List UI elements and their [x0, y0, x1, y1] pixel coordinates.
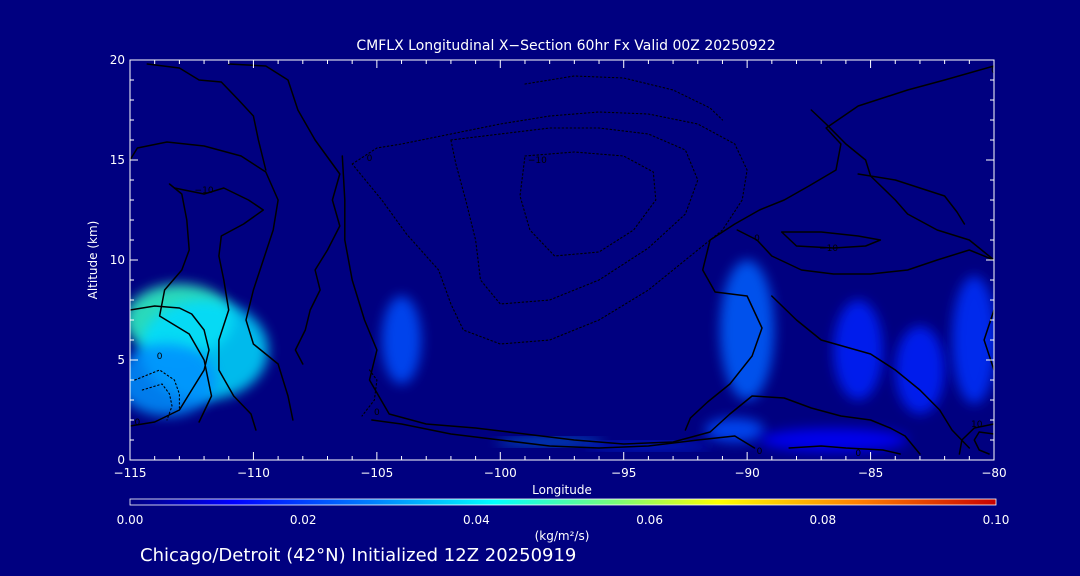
- contour-labels: 0 −10 −10 0 0 −10 0 0 0 10 0 0: [135, 66, 997, 459]
- contour-lines: [130, 63, 994, 455]
- contour-label-11: 0: [135, 418, 141, 428]
- x-tick-label: −80: [981, 466, 1006, 480]
- y-tick-label: 20: [110, 53, 125, 67]
- plot-area: [130, 60, 994, 460]
- contour-21: [524, 75, 724, 121]
- colorbar-label: (kg/m²/s): [535, 529, 590, 543]
- contour-1: [130, 141, 294, 421]
- contour-label-10: 0: [374, 408, 380, 418]
- contour-0: [130, 305, 210, 427]
- contour-label-9: 10: [971, 420, 983, 430]
- colorbar-tick-label: 0.02: [290, 513, 317, 527]
- contour-label-1: −10: [195, 186, 214, 196]
- x-tick-label: −100: [484, 466, 517, 480]
- contour-label-2: −10: [528, 156, 547, 166]
- contour-16: [973, 431, 994, 455]
- footer-caption: Chicago/Detroit (42°N) Initialized 12Z 2…: [140, 545, 576, 566]
- y-axis-label: Altitude (km): [86, 221, 100, 300]
- contour-18: [351, 111, 748, 345]
- contour-23: [134, 369, 180, 409]
- x-tick-label: −90: [734, 466, 759, 480]
- colorbar-tick-label: 0.06: [636, 513, 663, 527]
- contour-label-4: 0: [754, 234, 760, 244]
- contour-3: [158, 183, 213, 423]
- y-tick-label: 15: [110, 153, 125, 167]
- x-tick-label: −85: [858, 466, 883, 480]
- contour-11: [780, 231, 882, 249]
- contour-10: [736, 229, 994, 275]
- flux-cell-11: [759, 428, 908, 452]
- contour-2: [173, 187, 265, 431]
- y-axis: 0 5 10 15 20: [110, 53, 994, 467]
- colorbar-tick-label: 0.04: [463, 513, 490, 527]
- contour-7: [371, 419, 756, 449]
- x-tick-label: −115: [114, 466, 147, 480]
- contour-17: [788, 445, 901, 455]
- flux-cell-2: [130, 344, 217, 416]
- contour-13: [771, 295, 971, 449]
- contour-label-7: 0: [757, 447, 763, 457]
- contour-15: [958, 423, 994, 455]
- x-tick-label: −95: [611, 466, 636, 480]
- colorbar-ticks: 0.00 0.02 0.04 0.06 0.08 0.10: [117, 513, 1010, 527]
- contour-label-5: −10: [819, 244, 838, 254]
- contour-label-6: 0: [991, 66, 997, 76]
- flux-cell-3: [381, 296, 422, 384]
- x-axis: −115 −110 −105 −100 −95 −90 −85 −80: [114, 60, 1007, 480]
- contour-label-8: 0: [855, 449, 861, 459]
- x-tick-label: −110: [237, 466, 270, 480]
- colorbar-frame: [129, 498, 997, 506]
- contour-19: [450, 127, 699, 305]
- contour-9: [810, 109, 994, 261]
- contour-5: [227, 63, 341, 365]
- colorbar-tick-label: 0.08: [809, 513, 836, 527]
- x-axis-label: Longitude: [532, 483, 592, 497]
- chart-title: CMFLX Longitudinal X−Section 60hr Fx Val…: [356, 38, 775, 54]
- y-tick-label: 10: [110, 253, 125, 267]
- contour-22: [141, 383, 173, 421]
- contour-label-0: 0: [157, 352, 163, 362]
- contour-label-3: 0: [367, 154, 373, 164]
- contour-4: [146, 63, 267, 171]
- contour-6: [341, 155, 921, 455]
- flux-cell-6: [719, 260, 775, 400]
- contour-12: [857, 173, 966, 225]
- y-tick-label: 5: [117, 353, 125, 367]
- colorbar: [130, 499, 996, 505]
- x-tick-label: −105: [360, 466, 393, 480]
- colorbar-tick-label: 0.10: [983, 513, 1010, 527]
- flux-cell-10: [952, 276, 994, 404]
- y-tick-label: 0: [117, 453, 125, 467]
- colorbar-tick-label: 0.00: [117, 513, 144, 527]
- contour-8: [684, 65, 994, 431]
- flux-cell-9: [895, 326, 945, 414]
